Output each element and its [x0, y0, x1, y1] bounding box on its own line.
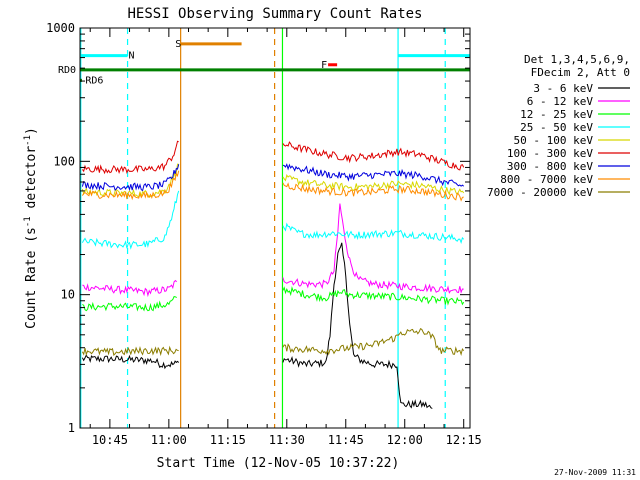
series-line-25-50-kev-1 — [81, 190, 180, 250]
legend-entry-label: 800 - 7000 keV — [500, 173, 593, 186]
legend-entry-label: 100 - 300 keV — [507, 147, 593, 160]
plot-frame — [79, 27, 471, 429]
series-line-3-6-kev-2 — [282, 242, 433, 409]
chart-title: HESSI Observing Summary Count Rates — [127, 6, 422, 22]
y-tick-label: 10 — [61, 288, 75, 302]
axis-ticks: 10:45 11:00 11:15 11:30 11:45 12:00 12:15 1 10 10… — [46, 21, 482, 447]
series-line-6-12-kev-2 — [282, 203, 464, 294]
x-tick-label: 11:45 — [328, 433, 364, 447]
flag-label-rd0: RD0 — [58, 65, 76, 76]
x-tick-label: 12:15 — [446, 433, 482, 447]
y-tick-label: 100 — [53, 154, 75, 168]
x-tick-label: 12:00 — [387, 433, 423, 447]
legend-entry-label: 7000 - 20000 keV — [487, 186, 593, 199]
flag-bars: N S F RD0 RD6 — [58, 39, 470, 86]
series-line-100-300-kev-2 — [282, 141, 465, 171]
footer-timestamp: 27-Nov-2009 11:31 — [554, 468, 636, 477]
flag-label-rd6: RD6 — [85, 75, 103, 86]
x-tick-label: 10:45 — [92, 433, 128, 447]
legend-entry-label: 6 - 12 keV — [527, 95, 594, 108]
series-line-3-6-kev-1 — [81, 354, 180, 370]
x-tick-label: 11:30 — [269, 433, 305, 447]
legend-header-line: Det 1,3,4,5,6,9, — [524, 53, 630, 66]
series-line-7000-20000-kev-1 — [81, 345, 179, 357]
legend-entry-label: 50 - 100 keV — [514, 134, 594, 147]
legend-entry-label: 12 - 25 keV — [520, 108, 593, 121]
series-line-7000-20000-kev-2 — [282, 327, 465, 356]
flag-label-s: S — [175, 39, 181, 50]
series-line-12-25-kev-1 — [82, 296, 177, 312]
data-series — [81, 140, 465, 409]
series-line-50-100-kev-2 — [282, 174, 465, 196]
legend-entry-label: 300 - 800 keV — [507, 160, 593, 173]
flag-label-n: N — [128, 51, 134, 62]
series-line-100-300-kev-1 — [82, 140, 179, 175]
series-line-6-12-kev-1 — [82, 279, 178, 298]
legend: Det 1,3,4,5,6,9,FDecim 2, Att 0 3 - 6 keV… — [487, 53, 630, 199]
flag-label-f: F — [321, 60, 327, 71]
series-line-300-800-kev-2 — [282, 163, 465, 187]
series-line-800-7000-kev-1 — [81, 170, 180, 201]
series-line-25-50-kev-2 — [282, 222, 465, 244]
x-tick-label: 11:00 — [151, 433, 187, 447]
vertical-markers — [80, 28, 446, 428]
legend-entry-label: 3 - 6 keV — [533, 82, 593, 95]
legend-entry-label: 25 - 50 keV — [520, 121, 593, 134]
y-tick-label: 1000 — [46, 21, 75, 35]
x-axis-label: Start Time (12-Nov-05 10:37:22) — [157, 456, 400, 471]
series-line-50-100-kev-1 — [81, 163, 179, 199]
x-tick-label: 11:15 — [210, 433, 246, 447]
series-line-800-7000-kev-2 — [282, 182, 464, 202]
series-line-12-25-kev-2 — [282, 286, 465, 306]
y-tick-label: 1 — [68, 421, 75, 435]
legend-header-line: FDecim 2, Att 0 — [531, 66, 630, 79]
y-axis-label: Count Rate (s-1 detector-1) — [23, 127, 39, 329]
series-line-300-800-kev-1 — [81, 164, 180, 192]
